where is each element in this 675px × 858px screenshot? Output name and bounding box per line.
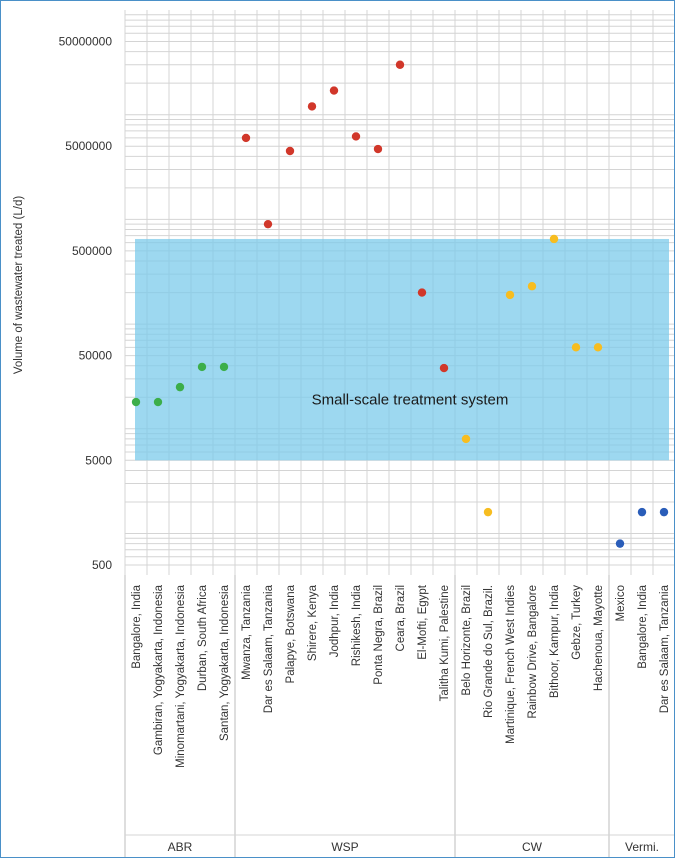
category-label: Bithoor, Kampur, India — [549, 584, 561, 698]
data-point — [131, 397, 141, 407]
category-label: Gebze, Turkey — [571, 585, 583, 660]
data-point — [219, 362, 229, 372]
data-point — [373, 144, 383, 154]
data-point — [549, 234, 559, 244]
data-point — [351, 132, 361, 141]
data-point — [593, 343, 603, 352]
y-tick-label: 500000 — [72, 244, 112, 258]
data-point — [571, 343, 581, 352]
data-point — [637, 507, 647, 517]
y-tick-label: 500 — [92, 558, 112, 572]
category-label: Ceara, Brazil — [395, 585, 407, 651]
data-point — [197, 362, 207, 372]
data-point — [615, 539, 625, 548]
group-labels: ABR WSP CW Vermi. — [168, 840, 659, 854]
y-tick-label: 5000 — [85, 453, 112, 467]
y-tick-label: 5000000 — [65, 139, 112, 153]
data-point — [263, 219, 273, 229]
category-label: Minomartani, Yogyakarta, Indonesia — [175, 584, 187, 767]
category-label: Shirere, Kenya — [307, 584, 319, 661]
category-label: Rio Grande do Sul, Brazil. — [483, 585, 495, 718]
small-scale-region — [135, 238, 669, 461]
data-point — [505, 290, 515, 300]
data-points — [131, 60, 669, 548]
group-label: Vermi. — [625, 840, 659, 854]
category-label: Gambiran, Yogyakarta, Indonesia — [153, 584, 165, 755]
small-scale-region-label: Small-scale treatment system — [312, 392, 509, 409]
category-label: Talitha Kumi, Palestine — [439, 585, 451, 701]
data-point — [483, 507, 493, 517]
group-label: WSP — [331, 840, 358, 854]
group-label: CW — [522, 840, 543, 854]
category-label: Bangalore, India — [637, 584, 649, 668]
data-point — [285, 146, 295, 156]
y-tick-label: 50000000 — [59, 35, 113, 49]
category-label: Mwanza, Tanzania — [241, 584, 253, 680]
category-label: El-Mofti, Egypt — [417, 584, 429, 660]
y-tick-labels: 500 5000 50000 500000 5000000 50000000 — [59, 35, 113, 572]
category-label: Martinique, French West Indies — [505, 585, 517, 744]
data-point — [417, 288, 427, 297]
data-point — [329, 86, 339, 95]
group-label: ABR — [168, 840, 193, 854]
y-axis-label: Volume of wastewater treated (L/d) — [13, 196, 25, 375]
data-point — [307, 102, 317, 111]
category-label: Ponta Negra, Brazil — [373, 585, 385, 685]
category-label: Rishikesh, India — [351, 584, 363, 666]
y-tick-label: 50000 — [79, 349, 113, 363]
data-point — [527, 282, 537, 291]
category-label: Bangalore, India — [131, 584, 143, 668]
category-label: Belo Horizonte, Brazil — [461, 585, 473, 696]
data-point — [153, 397, 163, 407]
category-labels: Bangalore, India Gambiran, Yogyakarta, In… — [131, 584, 671, 768]
data-point — [241, 133, 251, 143]
category-label: Dar es Salaam, Tanzania — [659, 584, 671, 713]
category-label: Jodhpur, India — [329, 584, 341, 657]
category-label: Rainbow Drive, Bangalore — [527, 585, 539, 719]
category-label: Palapye, Botswana — [285, 584, 297, 683]
data-point — [659, 507, 669, 517]
data-point — [175, 382, 185, 392]
category-label: Mexico — [615, 585, 627, 621]
data-point — [461, 434, 471, 444]
data-point — [439, 363, 449, 373]
category-label: Dar es Salaam, Tanzania — [263, 584, 275, 713]
category-label: Hachenoua, Mayotte — [593, 585, 605, 691]
data-point — [395, 60, 405, 69]
category-label: Santan, Yogyakarta, Indonesia — [219, 584, 231, 741]
category-label: Durban, South Africa — [197, 584, 209, 691]
